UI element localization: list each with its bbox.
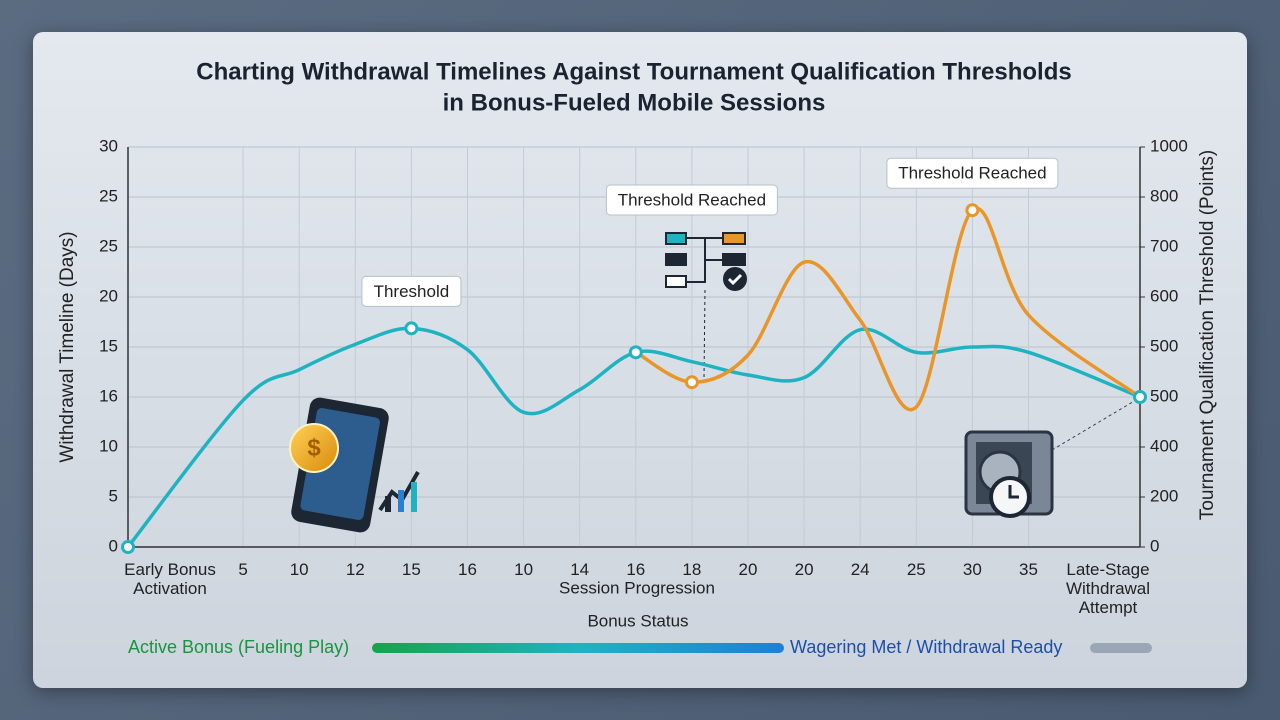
y-tick-label: 30 [99, 136, 118, 155]
status-bar [372, 643, 784, 653]
phone-icon: $ [289, 397, 420, 533]
annotation-box [605, 184, 778, 216]
y-tick-label: 0 [109, 536, 118, 555]
x-tick-label: 10 [514, 560, 534, 579]
marker [628, 345, 643, 360]
panel [33, 32, 1247, 688]
x-tick-label: 16 [458, 560, 477, 579]
y2-tick-label: 200 [1150, 486, 1178, 505]
svg-text:$: $ [307, 434, 321, 461]
y-tick-label: 20 [99, 286, 118, 305]
x-tick-label: 10 [289, 560, 309, 579]
annotation: Threshold [374, 282, 450, 301]
x-tick-label: 14 [570, 560, 590, 579]
y-tick-label: 16 [99, 386, 118, 405]
y-tick-label: 25 [99, 186, 118, 205]
y-tick-label: 5 [109, 486, 118, 505]
x-tick-label: 12 [345, 560, 365, 579]
status-ready: Wagering Met / Withdrawal Ready [790, 637, 1062, 657]
y2-tick-label: 0 [1150, 536, 1159, 555]
x-tick-label: 24 [850, 560, 870, 579]
y2-tick-label: 1000 [1150, 136, 1188, 155]
y2-tick-label: 600 [1150, 286, 1178, 305]
x-tick-label: 5 [238, 560, 248, 579]
x-axis-label: Session Progression [559, 578, 715, 597]
annotation-box [886, 157, 1059, 189]
y-tick-label: 25 [99, 236, 118, 255]
marker [965, 203, 980, 218]
chart-title: Charting Withdrawal Timelines Against To… [196, 58, 1071, 85]
y2-tick-label: 800 [1150, 186, 1178, 205]
x-tick-label: 20 [738, 560, 758, 579]
y2-tick-label: 700 [1150, 236, 1178, 255]
y2-tick-label: 500 [1150, 336, 1178, 355]
x-tick-label: 20 [794, 560, 814, 579]
marker [684, 375, 699, 390]
x-tick-label: Late-Stage Withdrawal Attempt [1065, 560, 1151, 617]
annotation-box [361, 275, 462, 307]
annotation: Threshold Reached [898, 164, 1046, 183]
vault-icon [964, 399, 1137, 518]
y2-tick-label: 500 [1150, 386, 1178, 405]
y-axis-label: Withdrawal Timeline (Days) [57, 231, 78, 462]
x-tick-label: 25 [906, 560, 926, 579]
flow-icon [665, 232, 747, 379]
status-active: Active Bonus (Fueling Play) [128, 637, 349, 657]
y-tick-label: 15 [99, 336, 118, 355]
marker [404, 321, 419, 336]
x-tick-label: 16 [626, 560, 646, 579]
marker [121, 540, 135, 554]
x-tick-label: 35 [1019, 560, 1038, 579]
x-tick-label: Early Bonus Activation [124, 560, 216, 598]
y-tick-label: 10 [99, 436, 118, 455]
annotation: Threshold Reached [618, 190, 766, 209]
marker [1133, 390, 1147, 404]
series-line [634, 206, 1142, 412]
status-title: Bonus Status [587, 611, 688, 630]
x-tick-label: 15 [401, 560, 421, 579]
x-tick-label: 30 [962, 560, 982, 579]
chart-title: in Bonus-Fueled Mobile Sessions [443, 89, 826, 116]
y2-tick-label: 400 [1150, 436, 1178, 455]
x-tick-label: 18 [682, 560, 702, 579]
y2-axis-label: Tournament Qualification Threshold (Poin… [1197, 150, 1218, 520]
status-bar [1090, 643, 1152, 653]
